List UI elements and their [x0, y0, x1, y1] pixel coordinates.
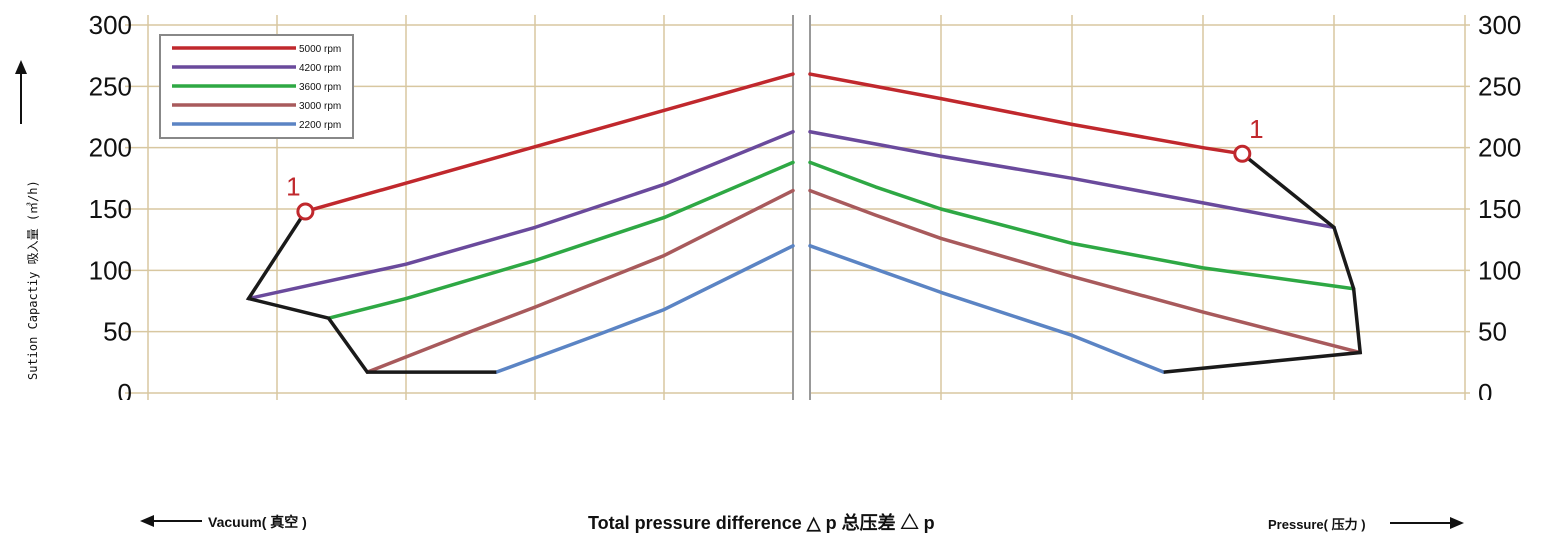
marker-label: 1 [1249, 114, 1263, 144]
series-line-5000-rpm [808, 72, 1245, 156]
series-line-3000-rpm [365, 188, 795, 374]
marker-point [296, 202, 315, 221]
y-tick-label: 200 [89, 133, 132, 163]
y-axis-arrow-line [20, 72, 22, 124]
y-tick-label: 300 [1478, 10, 1521, 40]
pressure-panel: 01002003004005003002502001501005001 [808, 10, 1521, 400]
y-tick-label: 50 [1478, 317, 1507, 347]
series-line-3000-rpm [808, 188, 1362, 355]
y-tick-label: 100 [1478, 255, 1521, 285]
legend-label: 5000 rpm [299, 44, 341, 55]
y-tick-label: 150 [1478, 194, 1521, 224]
marker-label: 1 [286, 171, 300, 201]
legend-label: 3600 rpm [299, 82, 341, 93]
series-line-2200-rpm [808, 244, 1166, 374]
series-line-5000-rpm [303, 72, 795, 214]
pressure-arrow-line [1390, 522, 1452, 524]
y-tick-label: 0 [1478, 378, 1492, 400]
y-tick-label: 100 [89, 255, 132, 285]
series-line-4200-rpm [246, 129, 795, 301]
vacuum-label: Vacuum( 真空 ) [208, 514, 307, 530]
y-axis-label-group: Sution Capactiy 吸入量 (㎥/h) [2, 60, 42, 390]
y-tick-label: 250 [1478, 71, 1521, 101]
y-tick-label: 250 [89, 71, 132, 101]
series-line-3600-rpm [326, 160, 795, 320]
vacuum-arrow-line [150, 520, 202, 522]
y-tick-label: 200 [1478, 133, 1521, 163]
pump-performance-chart: 50040030020010003002502001501005001 0100… [89, 10, 1521, 400]
x-axis-label: Total pressure difference △ p 总压差 △ p [588, 513, 935, 533]
y-tick-label: 300 [89, 10, 132, 40]
y-axis-label: Sution Capactiy 吸入量 (㎥/h) [26, 180, 40, 380]
legend: 5000 rpm 4200 rpm 3600 rpm 3000 rpm 2200 rpm [159, 34, 354, 139]
y-axis-arrow-head [15, 60, 27, 74]
y-tick-label: 0 [118, 378, 132, 400]
vacuum-arrow-head [140, 515, 154, 527]
marker-point [1233, 144, 1252, 163]
pressure-label: Pressure( 压力 ) [1268, 517, 1366, 532]
series-line-4200-rpm [808, 129, 1336, 230]
legend-label: 3000 rpm [299, 101, 341, 112]
y-tick-label: 150 [89, 194, 132, 224]
series-line-3600-rpm [808, 160, 1356, 291]
envelope-line [245, 210, 497, 374]
series-line-2200-rpm [494, 244, 795, 374]
y-tick-label: 50 [103, 317, 132, 347]
pressure-arrow-head [1450, 517, 1464, 529]
legend-label: 2200 rpm [299, 120, 341, 131]
envelope-line [1163, 152, 1363, 374]
legend-label: 4200 rpm [299, 63, 341, 74]
